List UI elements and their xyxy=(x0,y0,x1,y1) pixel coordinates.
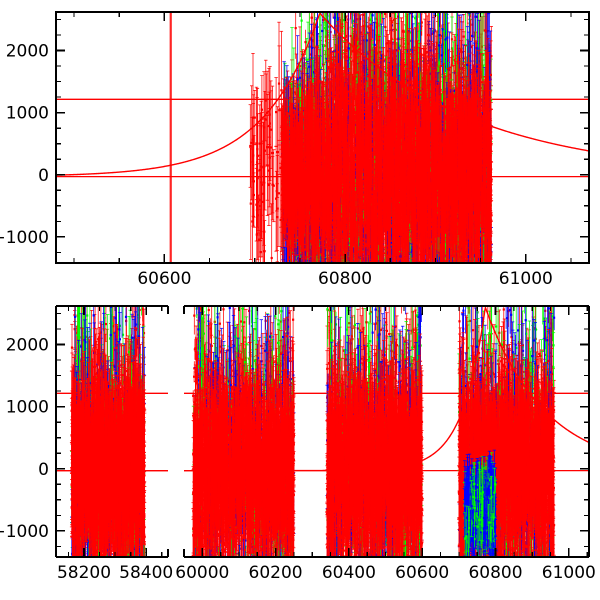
band-red-marker xyxy=(259,251,261,253)
band-red-marker xyxy=(252,164,254,166)
band-red-marker xyxy=(435,48,437,50)
band-red-marker xyxy=(311,17,313,19)
band-red-marker xyxy=(256,234,258,236)
band-red-marker xyxy=(276,208,278,210)
band-red-marker xyxy=(264,250,266,252)
band-red-marker xyxy=(259,176,261,178)
band-red-marker xyxy=(276,151,278,153)
top-panel-data xyxy=(249,8,494,266)
band-red-marker xyxy=(271,152,273,154)
band-red-marker xyxy=(275,111,277,113)
band-red-marker xyxy=(304,41,306,43)
band-red-marker xyxy=(271,257,273,259)
band-red-marker xyxy=(263,181,265,183)
band-red-marker xyxy=(278,192,280,194)
band-red-marker xyxy=(268,184,270,186)
band-red-marker xyxy=(249,145,251,147)
band-red-marker xyxy=(270,129,272,131)
band-red-marker xyxy=(295,27,297,29)
band-red-marker xyxy=(255,142,257,144)
band-red-marker xyxy=(250,203,252,205)
